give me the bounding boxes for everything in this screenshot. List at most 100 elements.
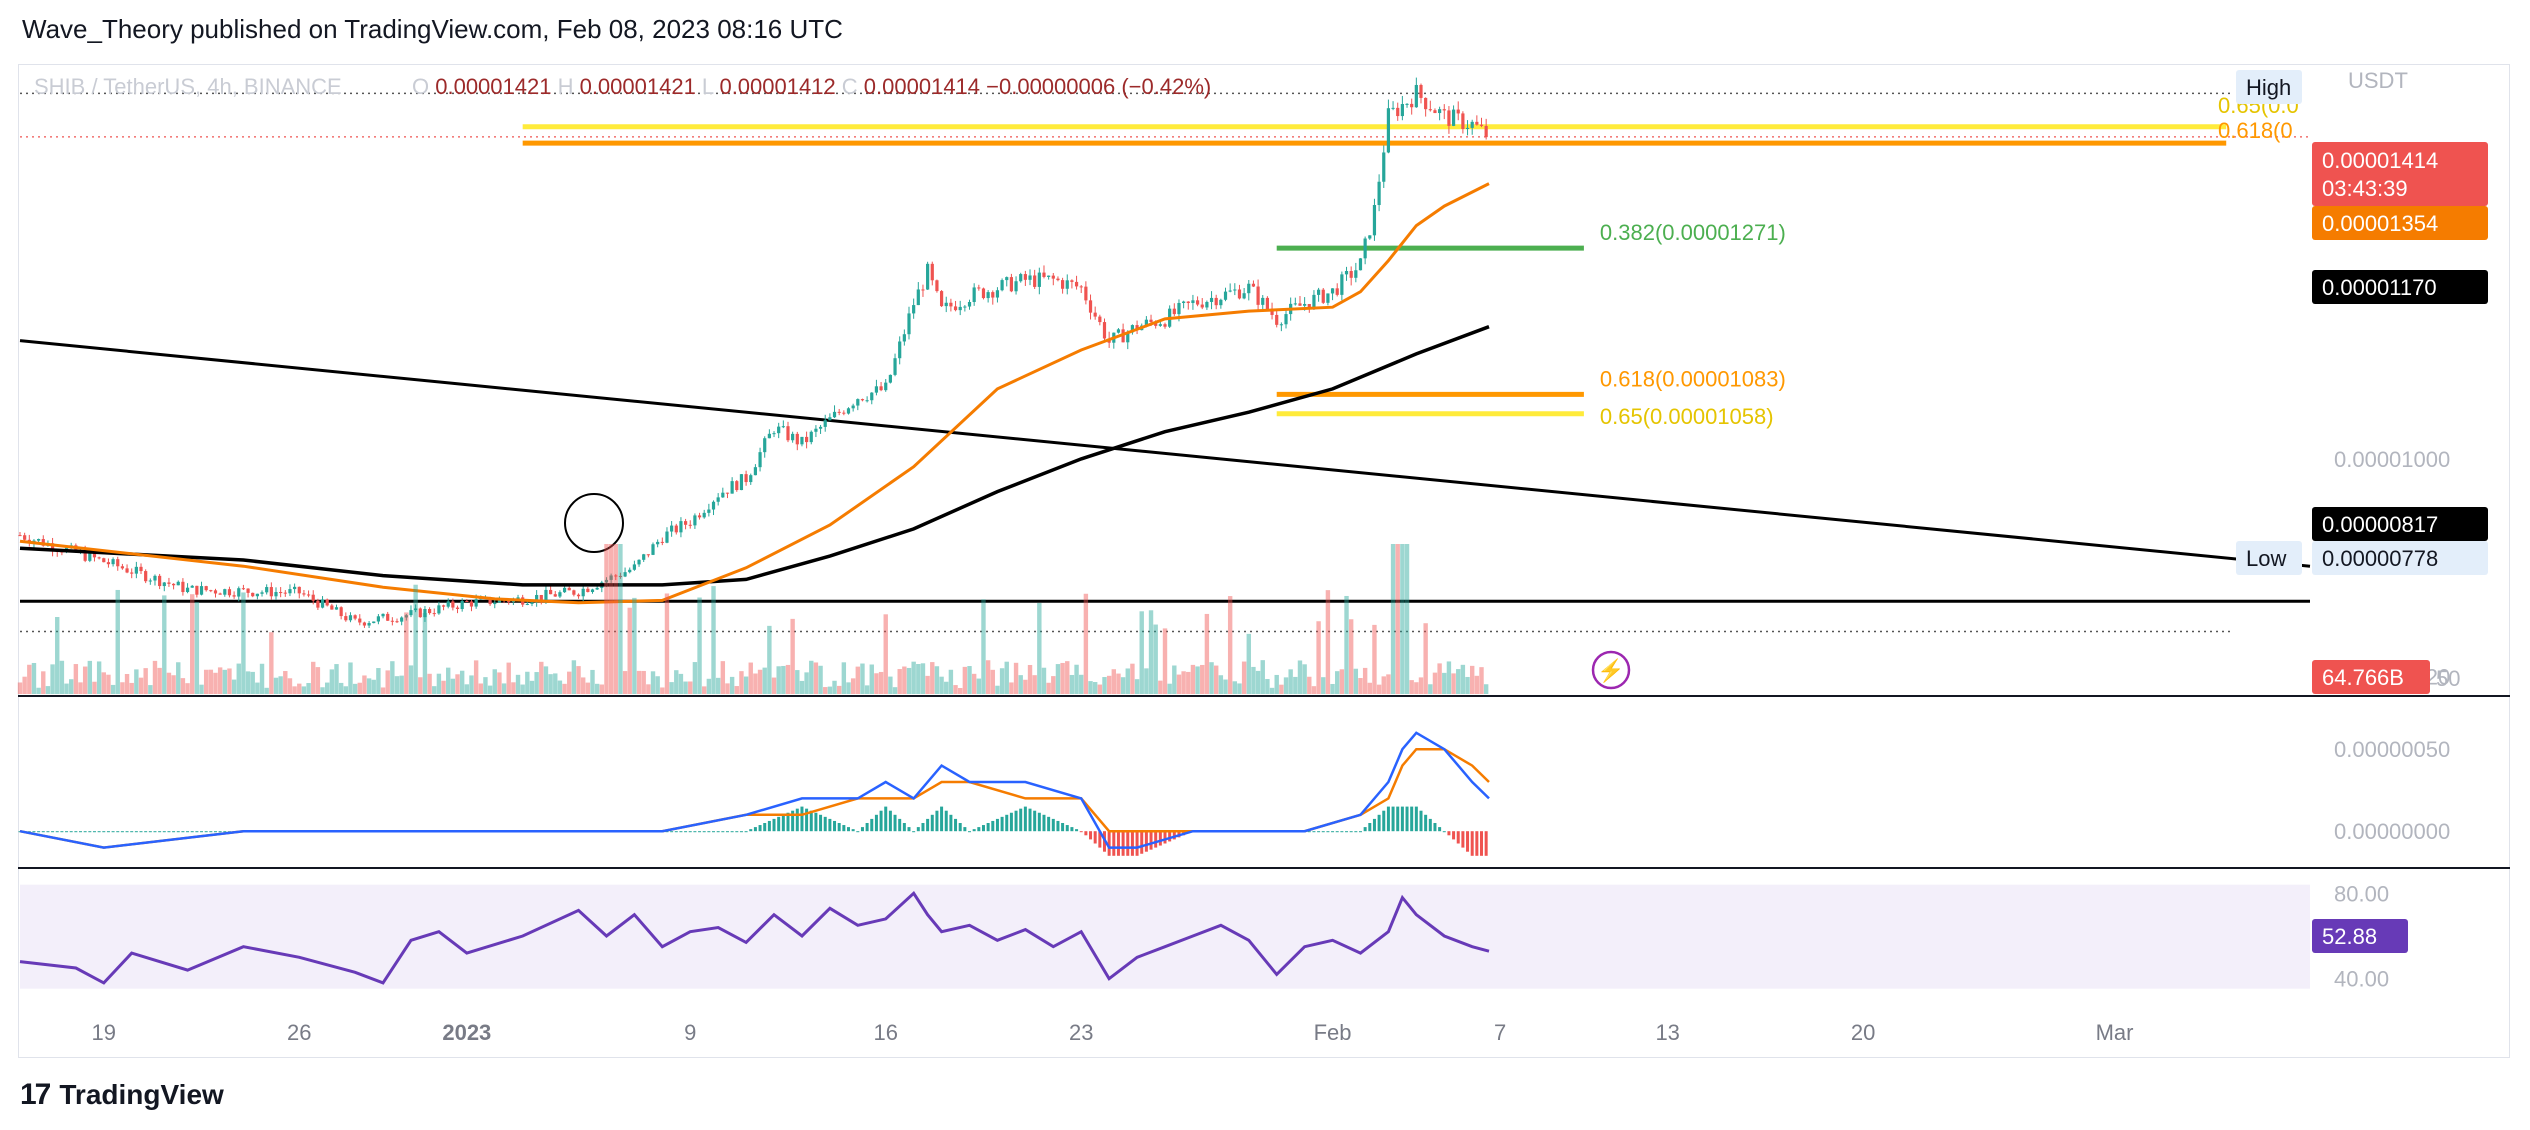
volume-bar [1139,611,1144,694]
footer-brand: 17 TradingView [20,1078,224,1112]
candle-body [1475,121,1479,125]
candle-body [488,597,492,605]
candle-body [446,601,450,607]
candle-body [153,575,157,581]
candle-body [995,290,1000,298]
candle-body [279,592,283,594]
volume-bar [543,666,549,694]
candle-body [656,541,660,545]
volume-bar [860,663,865,694]
volume-bar [371,679,376,694]
volume-bar [171,675,176,694]
macd-histogram-bar [833,820,837,832]
macd-line [19,731,1490,849]
candle-body [1312,294,1316,309]
macd-histogram-bar [995,818,999,832]
candle-body [274,592,278,597]
candle-body [339,607,343,617]
macd-histogram-bar [977,827,981,832]
candle-body [376,616,380,622]
volume-bar [264,687,269,694]
volume-bar [795,670,800,694]
candle-body [744,474,748,483]
volume-bar [883,614,888,694]
volume-bar [497,672,502,694]
candle-body [1470,121,1474,128]
macd-histogram-bar [963,827,967,832]
macd-axis-tick-label: 0.00000050 [2334,737,2450,762]
candle-body [88,552,92,561]
volume-bar [148,685,153,694]
macd-histogram-bar [716,831,720,833]
macd-histogram-bar [1070,827,1074,832]
candle-body [1005,277,1009,281]
candle-body [1219,299,1223,306]
candle-body [37,539,41,541]
volume-bar [1330,683,1335,694]
macd-histogram-bar [1321,831,1325,833]
macd-histogram-bar [120,831,124,833]
volume-bar [78,682,83,694]
candle-body [306,594,311,596]
candle-body [888,374,892,383]
volume-bar [1153,624,1158,694]
macd-histogram-bar [153,831,157,833]
macd-histogram-bar [1084,831,1088,836]
volume-bar [562,683,567,694]
candle-body [237,588,241,597]
macd-histogram-bar [739,831,743,833]
candle-body [1009,277,1014,292]
candle-body [320,599,325,608]
volume-bar [1060,662,1065,694]
volume-bar [939,676,944,694]
macd-histogram-bar [749,829,753,832]
candle-body [1237,289,1242,299]
macd-histogram-bar [800,806,804,832]
volume-bar [311,661,316,694]
volume-bar [1251,666,1256,694]
volume-bar [827,686,833,694]
candle-body [1372,205,1377,236]
candle-body [1242,293,1246,299]
candle-body [1410,103,1414,108]
volume-bar [1097,684,1103,694]
volume-bar [120,682,125,694]
volume-bar [1446,661,1452,694]
macd-histogram-bar [1126,831,1130,856]
macd-histogram-bar [88,831,92,833]
volume-bar [208,669,214,694]
macd-histogram-bar [1005,814,1009,832]
volume-bar [380,687,386,694]
candle-body [735,481,739,491]
candle-body [497,599,502,603]
macd-histogram-bar [1466,831,1470,852]
macd-histogram-bar [991,820,995,832]
candle-body [1186,301,1190,304]
macd-histogram-bar [92,831,96,833]
macd-histogram-bar [1312,831,1316,833]
volume-bar [599,684,605,694]
macd-histogram-bar [139,831,143,833]
macd-histogram-bar [1163,831,1167,844]
candle-body [111,559,115,565]
volume-bar [1469,665,1475,694]
volume-bar [771,677,777,694]
candle-body [97,557,101,559]
lightning-glyph: ⚡ [1597,658,1624,684]
volume-bar [1102,677,1107,694]
candle-body [507,600,511,603]
candle-body [1195,300,1200,305]
macd-pane [18,731,1490,856]
volume-bar [1348,619,1354,694]
volume-bar [878,671,884,694]
volume-bar [138,677,144,694]
candle-body [567,587,571,591]
candle-body [1102,322,1107,339]
candle-body [623,572,627,577]
candle-body [1037,272,1041,287]
x-axis-tick-label: 19 [92,1020,116,1045]
volume-bar [22,676,27,694]
macd-histogram-bar [200,831,204,833]
candle-body [199,586,204,595]
